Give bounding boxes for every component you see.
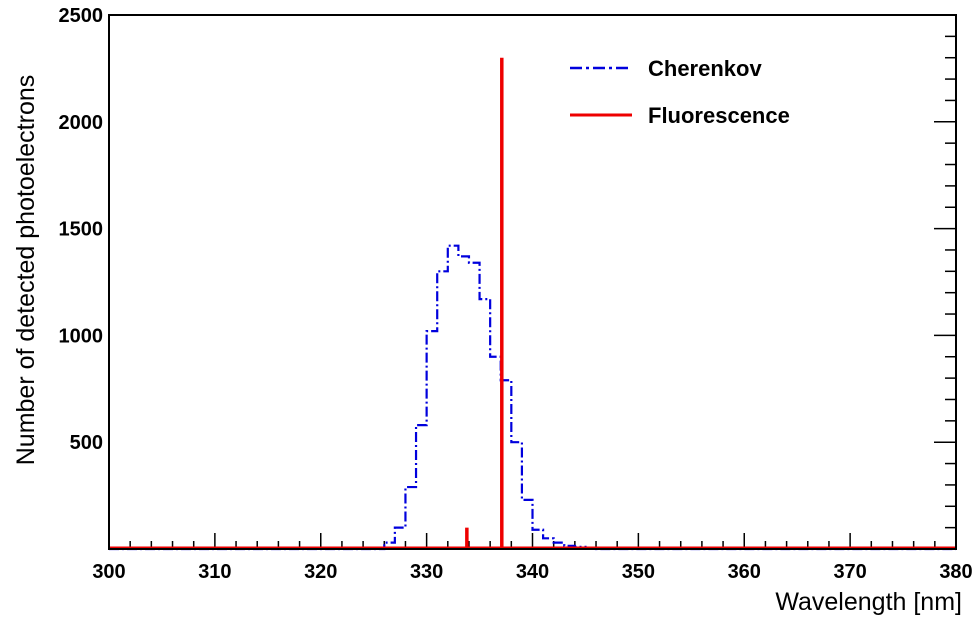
x-tick-label: 380 xyxy=(939,561,972,583)
x-tick-label: 340 xyxy=(516,561,549,583)
x-tick-label: 310 xyxy=(198,561,231,583)
x-tick-labels: 300 310 320 330 340 350 360 370 380 xyxy=(92,561,972,583)
x-tick-label: 320 xyxy=(304,561,337,583)
cherenkov-histogram xyxy=(109,244,956,551)
y-tick-label: 2000 xyxy=(59,112,104,134)
plot-frame xyxy=(108,14,957,550)
y-tick-label: 1500 xyxy=(59,219,104,241)
x-tick-label: 300 xyxy=(92,561,125,583)
x-axis-title: Wavelength [nm] xyxy=(775,588,962,616)
x-tick-label: 360 xyxy=(728,561,761,583)
y-tick-label: 1000 xyxy=(59,325,104,347)
legend: Cherenkov Fluorescence xyxy=(570,56,790,128)
y-tick-label: 2500 xyxy=(59,5,104,27)
axis-ticks xyxy=(108,14,957,550)
x-tick-label: 350 xyxy=(622,561,655,583)
y-axis-title: Number of detected photoelectrons xyxy=(12,75,40,466)
y-tick-labels: 500 1000 1500 2000 2500 xyxy=(59,5,104,454)
series-layer xyxy=(109,57,956,551)
legend-label-cherenkov: Cherenkov xyxy=(648,56,762,81)
x-tick-label: 330 xyxy=(410,561,443,583)
legend-label-fluorescence: Fluorescence xyxy=(648,103,790,128)
y-tick-label: 500 xyxy=(70,432,103,454)
x-tick-label: 370 xyxy=(833,561,866,583)
